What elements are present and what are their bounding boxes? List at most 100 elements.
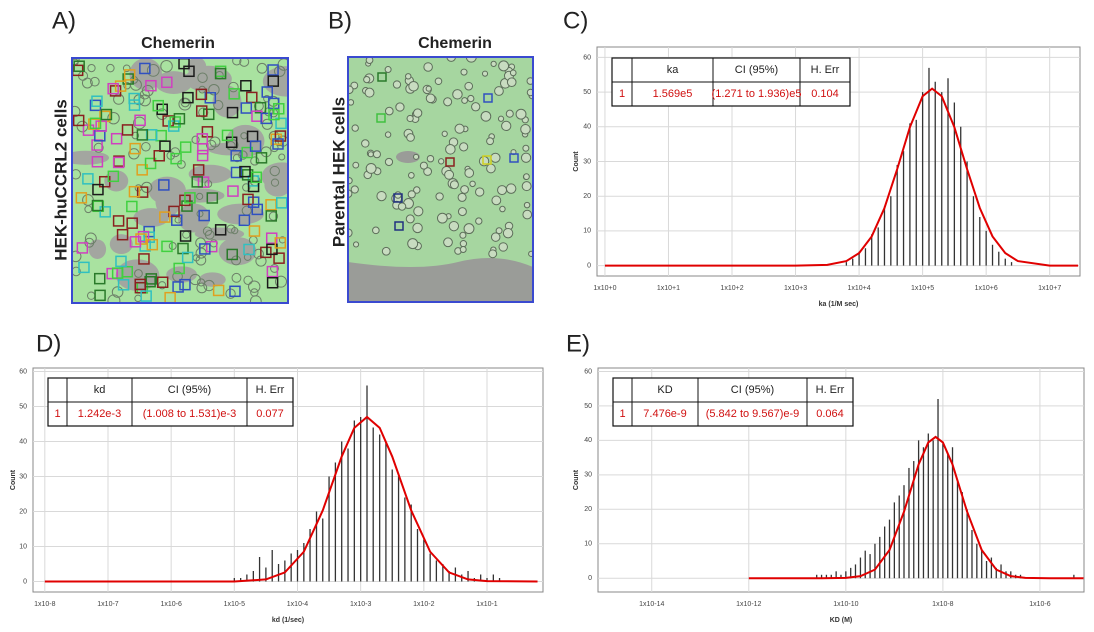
cell — [467, 94, 475, 103]
roi-box — [161, 240, 173, 253]
table-header: H. Err — [816, 384, 845, 396]
x-tick-label: 1x10+5 — [911, 285, 934, 292]
table-cell: 0.104 — [811, 88, 839, 100]
cell — [413, 186, 421, 194]
roi-box — [112, 215, 125, 227]
table-cell: 0.077 — [256, 408, 284, 420]
roi-box — [140, 290, 152, 302]
roi-box — [393, 193, 403, 203]
roi-box — [377, 72, 387, 82]
cell — [72, 169, 82, 180]
y-tick-label: 60 — [19, 368, 27, 375]
cell — [471, 102, 481, 112]
cell — [412, 108, 423, 118]
cell — [195, 254, 207, 266]
cell — [76, 120, 89, 133]
roi-box — [196, 149, 209, 162]
cell — [497, 185, 508, 196]
roi-box — [92, 183, 104, 196]
y-tick-label: 60 — [584, 368, 592, 375]
roi-box — [136, 164, 148, 176]
cell — [191, 135, 200, 144]
roi-box — [191, 176, 203, 188]
table-header: CI (95%) — [168, 384, 211, 396]
image-border — [71, 57, 289, 304]
cell — [520, 124, 531, 135]
grey-region — [88, 239, 107, 260]
y-tick-label: 20 — [19, 508, 27, 515]
table-cell: 1 — [619, 88, 625, 100]
x-tick-label: 1x10-10 — [833, 601, 858, 608]
cell — [490, 232, 501, 242]
roi-box — [214, 67, 227, 80]
fit-curve — [748, 435, 1084, 580]
cell — [381, 246, 391, 256]
roi-box — [482, 155, 492, 165]
table-header: H. Err — [256, 384, 285, 396]
roi-box — [121, 124, 134, 136]
cell — [520, 152, 532, 163]
roi-box — [238, 214, 251, 227]
table-header: kd — [94, 384, 106, 396]
cell — [168, 242, 177, 250]
cell — [457, 207, 467, 217]
roi-box — [230, 166, 243, 179]
cell — [228, 81, 239, 93]
cell — [384, 157, 394, 167]
cell — [460, 185, 469, 194]
roi-box — [126, 200, 138, 213]
roi-box — [267, 75, 280, 87]
cell — [452, 89, 463, 100]
roi-box — [241, 169, 254, 181]
roi-box — [195, 88, 208, 101]
x-tick-label: 1x10-2 — [413, 601, 435, 608]
y-tick-label: 40 — [583, 124, 591, 131]
cell — [384, 66, 392, 74]
cell — [256, 62, 268, 74]
table-cell: (1.008 to 1.531)e-3 — [143, 408, 237, 420]
cell — [269, 165, 280, 177]
roi-box — [214, 224, 227, 236]
x-tick-label: 1x10+7 — [1038, 285, 1061, 292]
roi-box — [251, 110, 263, 122]
cell — [274, 275, 288, 288]
roi-box — [241, 146, 253, 159]
roi-box — [128, 185, 141, 198]
cell — [449, 180, 459, 190]
cell — [170, 147, 181, 158]
cell — [464, 81, 474, 91]
grey-region — [261, 162, 288, 191]
cell — [134, 269, 143, 278]
x-tick-label: 1x10+2 — [720, 285, 743, 292]
y-tick-label: 0 — [23, 578, 27, 585]
cell — [197, 72, 208, 83]
cell — [394, 191, 402, 199]
roi-box — [229, 285, 241, 298]
roi-box — [255, 152, 268, 164]
cell — [89, 76, 100, 87]
roi-box — [275, 197, 288, 209]
cell — [397, 202, 407, 211]
roi-box — [483, 93, 493, 103]
grey-region — [133, 208, 170, 227]
table-cell: 1 — [619, 408, 625, 420]
cell — [231, 272, 242, 283]
roi-box — [240, 102, 253, 114]
roi-box — [184, 192, 196, 204]
roi-box — [173, 262, 185, 275]
roi-box — [75, 192, 88, 204]
cell — [459, 246, 467, 253]
roi-box — [198, 209, 210, 222]
x-tick-label: 1x10-6 — [160, 601, 182, 608]
roi-box — [99, 206, 111, 218]
cell — [490, 60, 497, 68]
panel-label: B) — [328, 7, 352, 34]
roi-box — [204, 92, 217, 104]
cell — [352, 241, 360, 248]
cell — [528, 250, 533, 257]
roi-box — [240, 80, 252, 92]
x-tick-label: 1x10+4 — [847, 285, 870, 292]
table-cell: 1 — [54, 408, 60, 420]
cell — [361, 139, 370, 148]
